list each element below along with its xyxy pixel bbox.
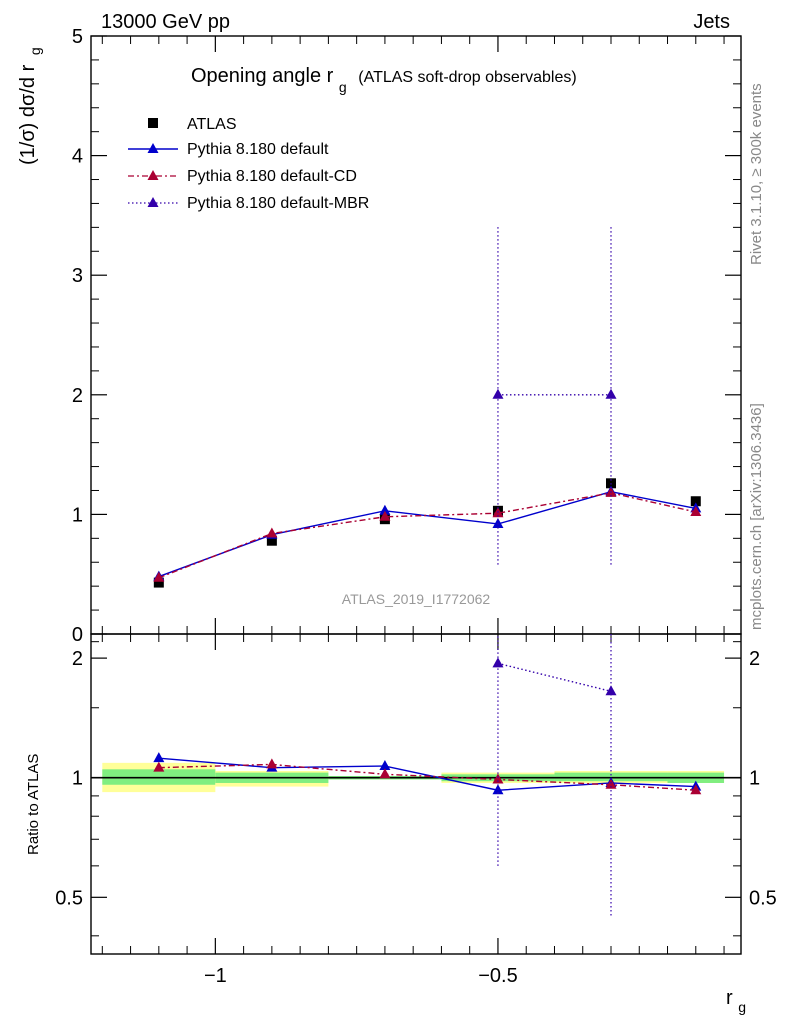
ratio-series-point bbox=[605, 778, 617, 789]
ratio-series-point bbox=[379, 768, 391, 779]
ratio-tick-label-left: 1 bbox=[72, 768, 83, 790]
ratio-band-stat bbox=[554, 772, 668, 782]
ratio-series-line bbox=[158, 757, 696, 791]
ratio-series-point bbox=[153, 761, 165, 772]
ratio-series-line bbox=[497, 662, 612, 692]
y-tick-label: 4 bbox=[72, 146, 83, 168]
main-series-point bbox=[690, 506, 702, 517]
main-series-point bbox=[605, 388, 617, 399]
main-series-line bbox=[158, 490, 696, 578]
legend-label-cd: Pythia 8.180 default-CD bbox=[187, 168, 357, 185]
x-axis-label-sub: g bbox=[738, 999, 746, 1015]
y-axis-label-main-text: (1/σ) dσ/d r bbox=[17, 64, 39, 165]
y-tick-label: 1 bbox=[72, 504, 83, 526]
ratio-tick-label-right: 1 bbox=[749, 768, 760, 790]
chart-title-main: Opening angle r bbox=[191, 65, 334, 87]
ratio-tick-label-right: 2 bbox=[749, 648, 760, 670]
series-layer bbox=[153, 224, 702, 916]
rivet-label: Rivet 3.1.10, ≥ 300k events bbox=[748, 83, 765, 265]
ratio-series-point bbox=[492, 657, 504, 668]
axis-ticks: 0 1 2 3 4 5 0.5 0.5 1 1 2 2 −1 −0.5 bbox=[55, 26, 777, 987]
legend-label-atlas: ATLAS bbox=[187, 116, 237, 133]
legend-marker-mbr bbox=[147, 197, 159, 207]
atlas-point bbox=[690, 496, 701, 507]
y-tick-label: 5 bbox=[72, 26, 83, 48]
legend-marker-default bbox=[147, 143, 159, 153]
ratio-series-point bbox=[605, 685, 617, 696]
main-series-point bbox=[492, 517, 504, 528]
ratio-tick-label-left: 2 bbox=[72, 648, 83, 670]
atlas-point bbox=[153, 577, 164, 588]
x-axis-label-text: r bbox=[726, 987, 733, 1009]
y-axis-label-main: (1/σ) dσ/d r g bbox=[17, 47, 43, 165]
main-series-line bbox=[158, 492, 696, 579]
y-tick-label: 2 bbox=[72, 385, 83, 407]
chart-title: Opening angle r g (ATLAS soft-drop obser… bbox=[191, 65, 577, 97]
ratio-tick-label-right: 0.5 bbox=[749, 887, 777, 909]
ratio-series-point bbox=[379, 760, 391, 771]
y-tick-label: 3 bbox=[72, 265, 83, 287]
chart-title-sub: g bbox=[339, 79, 347, 95]
chart-title-note: (ATLAS soft-drop observables) bbox=[358, 69, 576, 86]
y-axis-label-ratio: Ratio to ATLAS bbox=[25, 754, 42, 855]
header-left: 13000 GeV pp bbox=[101, 11, 230, 33]
y-axis-label-main-sub: g bbox=[27, 47, 43, 55]
main-series-point bbox=[266, 527, 278, 538]
main-series-point bbox=[492, 388, 504, 399]
legend-label-default: Pythia 8.180 default bbox=[187, 141, 329, 158]
ratio-series-point bbox=[153, 752, 165, 763]
ratio-panel-frame bbox=[90, 633, 742, 955]
y-tick-label: 0 bbox=[72, 624, 83, 646]
main-series-point bbox=[379, 510, 391, 521]
main-series-point bbox=[379, 504, 391, 515]
ratio-series-point bbox=[690, 784, 702, 795]
x-tick-label: −0.5 bbox=[478, 965, 517, 987]
ratio-series-line bbox=[158, 763, 696, 791]
x-axis-label: r g bbox=[726, 987, 746, 1015]
legend-label-mbr: Pythia 8.180 default-MBR bbox=[187, 195, 369, 212]
legend-marker-cd bbox=[147, 170, 159, 180]
header-right: Jets bbox=[693, 11, 730, 33]
atlas-point bbox=[266, 535, 277, 546]
ratio-series-point bbox=[266, 758, 278, 769]
analysis-watermark: ATLAS_2019_I1772062 bbox=[342, 591, 491, 607]
legend-marker-atlas bbox=[148, 118, 158, 128]
x-tick-label: −1 bbox=[204, 965, 227, 987]
ratio-series-point bbox=[492, 773, 504, 784]
mcplots-label: mcplots.cern.ch [arXiv:1306.3436] bbox=[748, 403, 765, 630]
legend: ATLAS Pythia 8.180 default Pythia 8.180 … bbox=[128, 116, 369, 212]
ratio-tick-label-left: 0.5 bbox=[55, 887, 83, 909]
main-series-point bbox=[153, 571, 165, 582]
